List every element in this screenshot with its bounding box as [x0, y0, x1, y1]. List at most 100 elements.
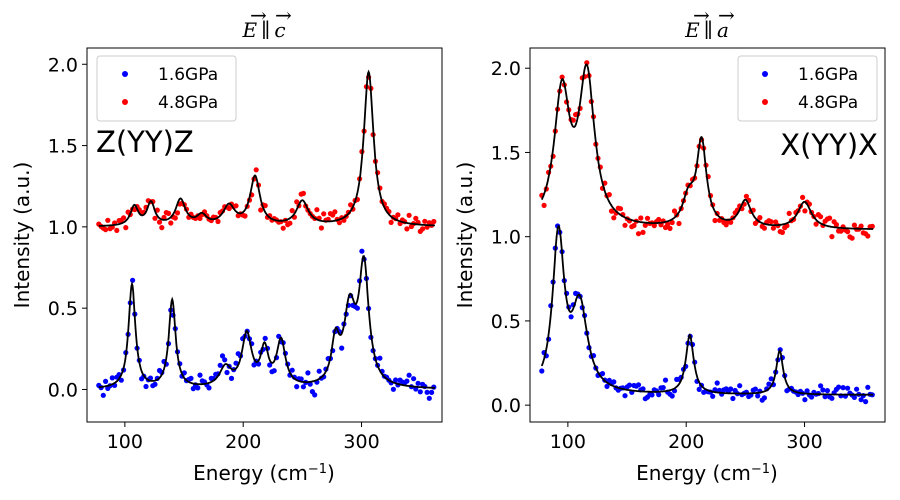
data-point	[649, 392, 655, 398]
data-point	[737, 383, 743, 389]
data-point	[851, 394, 858, 400]
data-point	[714, 380, 720, 386]
left-y-axis-title: Intensity (a.u.)	[10, 162, 34, 309]
data-point	[336, 220, 342, 226]
data-point	[611, 215, 617, 221]
left-x-ticks: 100 200 300	[107, 422, 380, 453]
data-point	[608, 208, 615, 214]
data-point	[640, 229, 646, 235]
left-title-text: E ∥ c	[241, 18, 285, 42]
data-point	[217, 362, 223, 368]
data-point	[802, 397, 808, 403]
y-tick-label: 1.0	[491, 227, 521, 249]
data-point	[188, 375, 194, 381]
left-title-e: E	[241, 18, 257, 42]
data-point	[863, 399, 869, 405]
data-point	[348, 202, 354, 208]
data-point	[712, 217, 718, 224]
data-point	[800, 194, 806, 200]
data-point	[143, 383, 149, 390]
data-point	[640, 386, 646, 392]
data-point	[622, 222, 628, 228]
right-xlabel-close: )	[770, 461, 778, 485]
data-point	[258, 207, 264, 213]
data-point	[802, 208, 808, 214]
data-point	[662, 377, 669, 383]
data-point	[779, 229, 786, 235]
data-point	[671, 208, 678, 214]
data-point	[761, 395, 768, 401]
y-tick-label: 1.5	[48, 136, 78, 158]
fit-curve-4.8GPa	[540, 63, 874, 230]
data-point	[642, 222, 648, 228]
left-legend-label-1: 1.6GPa	[158, 65, 218, 85]
data-point	[809, 394, 815, 400]
data-point	[626, 382, 633, 388]
data-point	[294, 384, 300, 390]
data-point	[635, 231, 642, 237]
fit-curve-4.8GPa	[98, 69, 436, 227]
data-point	[770, 225, 777, 231]
data-point	[858, 223, 864, 229]
data-point	[224, 369, 230, 376]
data-point	[109, 375, 115, 381]
x-tick-label: 300	[786, 431, 822, 453]
data-point	[710, 393, 716, 399]
right-title-arrow-a: →	[718, 3, 735, 27]
left-title-c: c	[274, 18, 285, 42]
data-point	[822, 394, 828, 400]
y-tick-label: 0.0	[491, 395, 521, 417]
data-point	[804, 388, 810, 394]
x-tick-label: 300	[343, 431, 379, 453]
data-point	[761, 225, 768, 231]
data-point	[836, 384, 842, 390]
data-point	[757, 215, 763, 221]
left-axes-frame	[86, 47, 443, 423]
data-point	[424, 389, 430, 395]
right-x-axis-title: Energy (cm−1)	[636, 461, 778, 485]
y-tick-label: 0.0	[48, 379, 78, 401]
data-point	[228, 375, 235, 381]
data-point	[426, 395, 432, 401]
fit-curve-1.6GPa	[540, 224, 874, 396]
data-point	[854, 386, 860, 392]
data-point	[611, 379, 617, 385]
data-point	[222, 357, 228, 363]
left-y-ticks: 0.0 0.5 1.0 1.5 2.0	[48, 54, 87, 401]
data-point	[123, 225, 129, 231]
x-tick-label: 100	[107, 431, 143, 453]
data-point	[262, 203, 268, 209]
data-point	[321, 211, 327, 217]
data-point	[845, 385, 851, 391]
data-point	[829, 234, 835, 240]
right-title-e: E	[684, 18, 700, 42]
left-legend-box	[96, 55, 237, 122]
data-point	[413, 215, 419, 221]
right-title-a: a	[717, 18, 729, 42]
data-point	[300, 190, 306, 196]
data-point	[253, 167, 259, 173]
data-point	[417, 389, 423, 395]
data-point	[156, 219, 163, 225]
y-tick-label: 2.0	[491, 58, 521, 80]
data-point	[599, 371, 606, 377]
data-point	[215, 218, 221, 225]
series-1.6GPa-points	[539, 223, 875, 405]
data-point	[388, 219, 394, 225]
data-point	[768, 376, 774, 382]
right-xlabel-main: Energy (cm	[636, 461, 751, 485]
data-point	[305, 370, 311, 376]
data-point	[665, 221, 671, 227]
data-point	[267, 362, 273, 368]
data-point	[359, 248, 365, 254]
data-point	[669, 219, 675, 226]
data-point	[869, 223, 875, 229]
data-point	[197, 215, 203, 221]
data-point	[644, 215, 651, 221]
left-plot-area	[96, 69, 437, 401]
right-y-ticks: 0.0 0.5 1.0 1.5 2.0	[491, 58, 530, 417]
data-point	[559, 74, 565, 80]
data-point	[354, 305, 360, 311]
left-legend-label-2: 4.8GPa	[158, 93, 218, 113]
data-point	[865, 233, 871, 239]
